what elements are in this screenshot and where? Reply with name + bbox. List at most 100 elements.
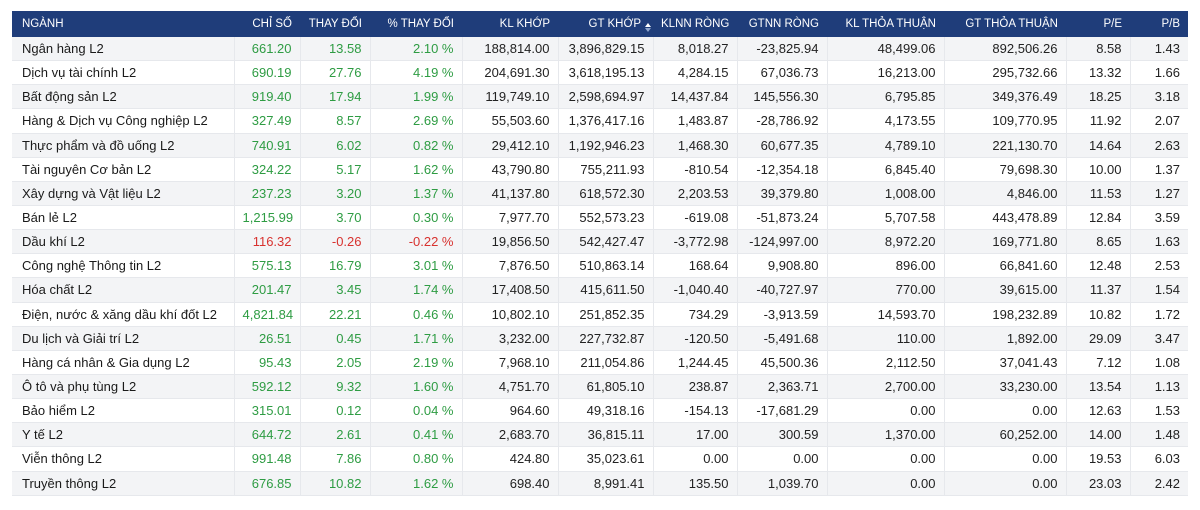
cell-gtnn-rong: -12,354.18	[736, 157, 827, 182]
cell-pb: 1.72	[1129, 302, 1188, 327]
cell-gtnn-rong: 0.00	[736, 446, 827, 472]
cell-gt-khop: 755,211.93	[557, 157, 653, 182]
cell-sector[interactable]: Dịch vụ tài chính L2	[12, 60, 234, 86]
cell-kl-khop: 7,968.10	[461, 350, 558, 375]
cell-pct-change: 1.62 %	[369, 471, 462, 496]
table-row[interactable]: Dịch vụ tài chính L2 690.19 27.76 4.19 % 204…	[12, 60, 1188, 86]
cell-gtnn-rong: -51,873.24	[736, 205, 827, 231]
cell-kl-khop: 2,683.70	[461, 422, 558, 448]
cell-pct-change: 1.62 %	[369, 157, 462, 182]
cell-kl-khop: 188,814.00	[461, 37, 558, 62]
cell-pe: 19.53	[1065, 446, 1130, 472]
cell-gt-khop: 36,815.11	[557, 422, 653, 448]
col-header-klnn-rong[interactable]: KLNN RÒNG	[653, 11, 737, 37]
table-row[interactable]: Hàng & Dịch vụ Công nghiệp L2 327.49 8.57 2…	[12, 108, 1188, 134]
col-header-sector[interactable]: NGÀNH	[12, 11, 234, 37]
cell-gtnn-rong: -124,997.00	[736, 229, 827, 255]
table-row[interactable]: Dầu khí L2 116.32 -0.26 -0.22 % 19,856.50 542…	[12, 229, 1188, 255]
table-row[interactable]: Truyền thông L2 676.85 10.82 1.62 % 698.40 8,…	[12, 471, 1188, 496]
cell-kl-thoa-thuan: 770.00	[826, 277, 944, 303]
table-row[interactable]: Bất động sản L2 919.40 17.94 1.99 % 119,749.…	[12, 84, 1188, 110]
cell-sector[interactable]: Ô tô và phụ tùng L2	[12, 374, 234, 400]
table-row[interactable]: Bảo hiểm L2 315.01 0.12 0.04 % 964.60 49,318.…	[12, 398, 1188, 424]
table-row[interactable]: Điện, nước & xăng dầu khí đốt L2 4,821.84…	[12, 302, 1188, 327]
col-header-change[interactable]: THAY ĐỔI	[300, 11, 370, 37]
cell-sector[interactable]: Tài nguyên Cơ bản L2	[12, 157, 234, 182]
cell-gtnn-rong: 2,363.71	[736, 374, 827, 400]
cell-pb: 1.48	[1129, 422, 1188, 448]
cell-gtnn-rong: -28,786.92	[736, 108, 827, 134]
col-header-index[interactable]: CHỈ SỐ	[234, 11, 300, 37]
cell-sector[interactable]: Ngân hàng L2	[12, 37, 234, 62]
cell-sector[interactable]: Điện, nước & xăng dầu khí đốt L2	[12, 302, 234, 327]
cell-sector[interactable]: Thực phẩm và đồ uống L2	[12, 133, 234, 158]
cell-change: 13.58	[299, 37, 370, 62]
col-header-gt-thoa-thuan[interactable]: GT THỎA THUẬN	[944, 11, 1066, 37]
cell-klnn-rong: 2,203.53	[652, 181, 737, 206]
col-header-gt-khop[interactable]: GT KHỚP	[558, 11, 653, 37]
cell-kl-khop: 19,856.50	[461, 229, 558, 255]
cell-kl-khop: 4,751.70	[461, 374, 558, 400]
table-row[interactable]: Ngân hàng L2 661.20 13.58 2.10 % 188,814.00 3…	[12, 37, 1188, 62]
table-row[interactable]: Du lịch và Giải trí L2 26.51 0.45 1.71 % 3,2…	[12, 326, 1188, 351]
cell-sector[interactable]: Xây dựng và Vật liệu L2	[12, 181, 234, 206]
cell-gtnn-rong: 45,500.36	[736, 350, 827, 375]
cell-sector[interactable]: Viễn thông L2	[12, 446, 234, 472]
cell-pb: 1.43	[1129, 37, 1188, 62]
cell-sector[interactable]: Bảo hiểm L2	[12, 398, 234, 424]
cell-kl-thoa-thuan: 0.00	[826, 398, 944, 424]
cell-sector[interactable]: Bán lẻ L2	[12, 205, 234, 231]
cell-pct-change: 2.19 %	[369, 350, 462, 375]
cell-sector[interactable]: Du lịch và Giải trí L2	[12, 326, 234, 351]
table-row[interactable]: Hóa chất L2 201.47 3.45 1.74 % 17,408.50 415,…	[12, 277, 1188, 303]
cell-gtnn-rong: -3,913.59	[736, 302, 827, 327]
cell-sector[interactable]: Dầu khí L2	[12, 229, 234, 255]
cell-change: 3.45	[299, 277, 370, 303]
col-header-pb[interactable]: P/B	[1130, 11, 1188, 37]
cell-klnn-rong: 238.87	[652, 374, 737, 400]
cell-pe: 13.54	[1065, 374, 1130, 400]
cell-kl-khop: 55,503.60	[461, 108, 558, 134]
cell-pct-change: 2.10 %	[369, 37, 462, 62]
cell-sector[interactable]: Y tế L2	[12, 422, 234, 448]
cell-index: 575.13	[233, 253, 300, 279]
cell-change: 8.57	[299, 108, 370, 134]
cell-pe: 8.65	[1065, 229, 1130, 255]
cell-gt-khop: 415,611.50	[557, 277, 653, 303]
cell-pct-change: 1.99 %	[369, 84, 462, 110]
cell-index: 327.49	[233, 108, 300, 134]
cell-gt-thoa-thuan: 79,698.30	[943, 157, 1066, 182]
cell-pe: 29.09	[1065, 326, 1130, 351]
cell-pe: 11.92	[1065, 108, 1130, 134]
table-row[interactable]: Xây dựng và Vật liệu L2 237.23 3.20 1.37 % 4…	[12, 181, 1188, 206]
table-row[interactable]: Thực phẩm và đồ uống L2 740.91 6.02 0.82 % 2…	[12, 133, 1188, 158]
col-header-kl-khop[interactable]: KL KHỚP	[462, 11, 558, 37]
cell-sector[interactable]: Bất động sản L2	[12, 84, 234, 110]
cell-kl-khop: 204,691.30	[461, 60, 558, 86]
table-row[interactable]: Công nghệ Thông tin L2 575.13 16.79 3.01 % 7…	[12, 253, 1188, 279]
cell-kl-thoa-thuan: 1,008.00	[826, 181, 944, 206]
cell-index: 676.85	[233, 471, 300, 496]
table-row[interactable]: Hàng cá nhân & Gia dụng L2 95.43 2.05 2.19 …	[12, 350, 1188, 375]
table-body: Ngân hàng L2 661.20 13.58 2.10 % 188,814.00 3…	[12, 37, 1188, 496]
cell-sector[interactable]: Truyền thông L2	[12, 471, 234, 496]
cell-pb: 2.63	[1129, 133, 1188, 158]
cell-sector[interactable]: Hóa chất L2	[12, 277, 234, 303]
col-header-kl-thoa-thuan[interactable]: KL THỎA THUẬN	[827, 11, 944, 37]
table-row[interactable]: Y tế L2 644.72 2.61 0.41 % 2,683.70 36,815.11…	[12, 422, 1188, 448]
cell-sector[interactable]: Hàng & Dịch vụ Công nghiệp L2	[12, 108, 234, 134]
cell-pb: 1.13	[1129, 374, 1188, 400]
table-row[interactable]: Tài nguyên Cơ bản L2 324.22 5.17 1.62 % 43,7…	[12, 157, 1188, 182]
col-header-pct-change[interactable]: % THAY ĐỔI	[370, 11, 462, 37]
cell-kl-khop: 424.80	[461, 446, 558, 472]
col-header-pe[interactable]: P/E	[1066, 11, 1130, 37]
cell-change: -0.26	[299, 229, 370, 255]
table-row[interactable]: Ô tô và phụ tùng L2 592.12 9.32 1.60 % 4,751…	[12, 374, 1188, 400]
table-row[interactable]: Viễn thông L2 991.48 7.86 0.80 % 424.80 35,02…	[12, 446, 1188, 472]
cell-kl-khop: 964.60	[461, 398, 558, 424]
col-header-gtnn-rong[interactable]: GTNN RÒNG	[737, 11, 827, 37]
cell-klnn-rong: 14,437.84	[652, 84, 737, 110]
table-row[interactable]: Bán lẻ L2 1,215.99 3.70 0.30 % 7,977.70 552,5…	[12, 205, 1188, 231]
cell-sector[interactable]: Hàng cá nhân & Gia dụng L2	[12, 350, 234, 375]
cell-sector[interactable]: Công nghệ Thông tin L2	[12, 253, 234, 279]
